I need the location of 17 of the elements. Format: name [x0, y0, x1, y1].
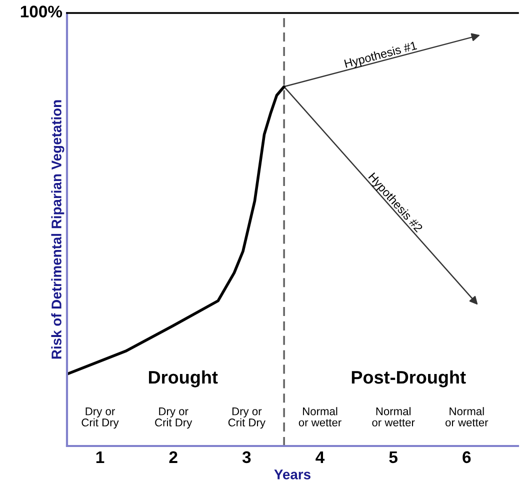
- text: 100%: [20, 6, 62, 18]
- annotation: Normal or wetter: [372, 407, 415, 426]
- x-axis-title: Years: [274, 470, 310, 480]
- y-axis-title: Risk of Detrimental Riparian Vegetation: [51, 100, 64, 359]
- x-tick-label: 5: [389, 451, 398, 464]
- x-tick-label: 6: [462, 451, 471, 464]
- annotation: Dry or Crit Dry: [155, 408, 192, 429]
- x-tick-label: 4: [316, 451, 325, 463]
- annotation: Dry or Crit Dry: [82, 408, 119, 429]
- annotation: Drought: [148, 370, 218, 388]
- annotation: Normal or wetter: [446, 407, 488, 426]
- x-tick-label: 1: [96, 451, 104, 463]
- annotation: Normal or wetter: [298, 407, 342, 426]
- x-tick-label: 3: [242, 451, 251, 464]
- x-tick-label: 2: [169, 451, 178, 463]
- annotation: Post-Drought: [352, 370, 466, 388]
- annotation: Dry or Crit Dry: [228, 408, 266, 429]
